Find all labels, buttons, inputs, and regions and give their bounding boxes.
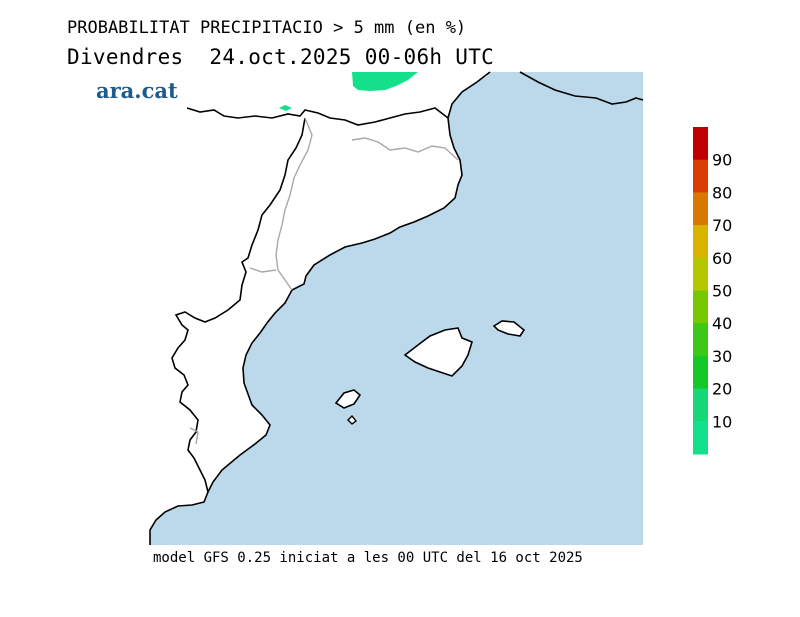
coastline-north — [519, 71, 644, 105]
regional-borders — [189, 117, 459, 445]
colorbar-segment — [693, 192, 708, 226]
island-mallorca — [403, 327, 473, 377]
colorbar-label: 70 — [712, 216, 732, 235]
colorbar-label: 30 — [712, 347, 732, 366]
colorbar: 90 80 70 60 50 40 30 20 10 — [693, 127, 732, 455]
colorbar-label: 10 — [712, 412, 732, 431]
precip-area-pyrenees — [279, 105, 292, 111]
island-ibiza — [334, 389, 362, 409]
map-title: PROBABILITAT PRECIPITACIO > 5 mm (en %) — [67, 18, 467, 38]
island-formentera — [347, 414, 357, 425]
colorbar-label: 90 — [712, 151, 732, 170]
precip-area-north — [352, 72, 418, 91]
colorbar-segment — [693, 323, 708, 357]
colorbar-segment — [693, 290, 708, 324]
coastline-mainland — [149, 71, 491, 545]
colorbar-segment — [693, 355, 708, 390]
ara-cat-logo: ara.cat — [96, 78, 178, 103]
sea-area — [150, 72, 643, 545]
colorbar-label: 20 — [712, 380, 732, 399]
colorbar-label: 60 — [712, 249, 732, 268]
coastline-west — [171, 107, 449, 493]
colorbar-segment — [693, 421, 708, 455]
colorbar-label: 50 — [712, 282, 732, 301]
colorbar-segment — [693, 127, 708, 161]
colorbar-label: 80 — [712, 183, 732, 202]
island-menorca — [492, 320, 526, 337]
colorbar-segment — [693, 159, 708, 193]
model-info-footer: model GFS 0.25 iniciat a les 00 UTC del … — [153, 550, 583, 566]
colorbar-segment — [693, 388, 708, 422]
colorbar-label: 40 — [712, 314, 732, 333]
colorbar-segment — [693, 225, 708, 259]
colorbar-segment — [693, 257, 708, 291]
map-subtitle-date: Divendres 24.oct.2025 00-06h UTC — [67, 45, 495, 69]
